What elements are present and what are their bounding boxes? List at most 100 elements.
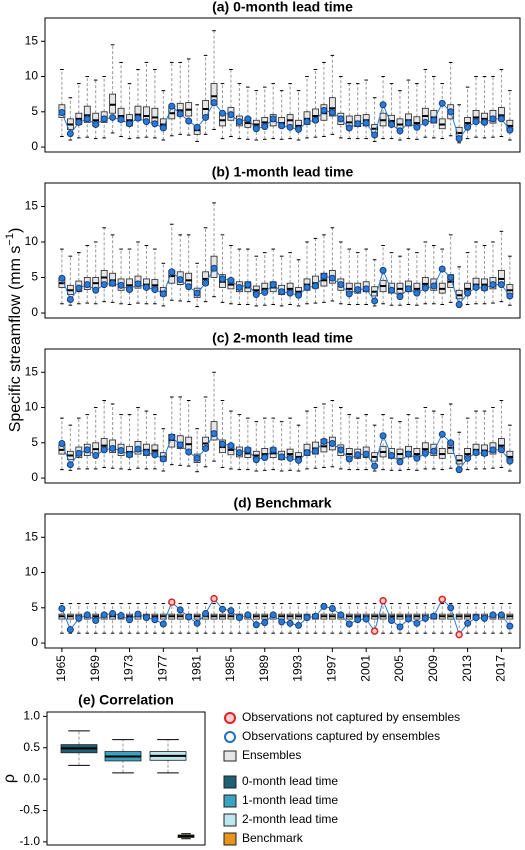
- observation: [151, 616, 159, 624]
- observation: [455, 466, 463, 474]
- observation: [320, 106, 328, 114]
- observation: [303, 449, 311, 457]
- observation: [58, 274, 66, 282]
- observation: [354, 286, 362, 294]
- y-tick-label: 10: [25, 69, 39, 83]
- observation: [388, 616, 396, 624]
- observation: [278, 122, 286, 130]
- observation: [66, 130, 74, 138]
- observation: [311, 447, 319, 455]
- observation: [362, 285, 370, 293]
- observation: [481, 118, 489, 126]
- legend-label: Observations captured by ensembles: [242, 729, 440, 743]
- y-tick-label: 0: [31, 305, 38, 319]
- observation: [142, 449, 150, 457]
- observation: [345, 455, 353, 463]
- observation: [252, 125, 260, 133]
- y-tick-label: 0: [31, 635, 38, 649]
- observation: [261, 454, 269, 462]
- x-tick-label: 1981: [189, 655, 203, 682]
- observation: [464, 619, 472, 627]
- observation: [235, 283, 243, 291]
- observation-not-captured: [438, 595, 446, 604]
- observation: [438, 430, 446, 438]
- observation: [421, 118, 429, 126]
- x-tick-label: 1969: [88, 655, 102, 682]
- observation: [337, 611, 345, 619]
- observation: [447, 604, 455, 612]
- observation: [117, 612, 125, 620]
- y-tick-label: -1.0: [19, 834, 40, 848]
- observation: [100, 115, 108, 123]
- y-tick-label: 0: [31, 470, 38, 484]
- y-tick-label: 15: [25, 364, 39, 378]
- observation: [252, 621, 260, 629]
- observation: [396, 623, 404, 631]
- observation: [404, 119, 412, 127]
- observation: [210, 99, 218, 107]
- observation: [388, 286, 396, 294]
- observation: [202, 113, 210, 121]
- observation: [337, 115, 345, 123]
- x-tick-label: 1977: [155, 655, 169, 682]
- observation: [430, 116, 438, 124]
- observation: [337, 281, 345, 289]
- observation: [362, 615, 370, 623]
- observation: [278, 288, 286, 296]
- observation: [75, 614, 83, 622]
- observation: [413, 289, 421, 297]
- observation: [337, 446, 345, 454]
- observation: [92, 616, 100, 624]
- observation: [193, 619, 201, 627]
- observation: [227, 607, 235, 615]
- legend-marker: [223, 794, 237, 808]
- observation: [75, 449, 83, 457]
- observation-not-captured: [455, 630, 463, 639]
- observation: [295, 621, 303, 629]
- legend-marker: [223, 832, 237, 846]
- legend-label: Observations not captured by ensembles: [242, 710, 460, 724]
- observation: [481, 614, 489, 622]
- observation: [379, 266, 387, 274]
- observation: [421, 449, 429, 457]
- x-tick-label: 1997: [325, 655, 339, 682]
- legend-marker: [223, 813, 237, 827]
- observation: [83, 446, 91, 454]
- observation: [295, 125, 303, 133]
- y-tick-label: 5: [31, 600, 38, 614]
- observation: [66, 461, 74, 469]
- legend-label: Ensembles: [242, 748, 301, 762]
- y-axis-label-end: ): [7, 228, 24, 233]
- observation: [92, 451, 100, 459]
- observation: [269, 281, 277, 289]
- x-tick-label: 1985: [223, 655, 237, 682]
- y-tick-label: 15: [25, 199, 39, 213]
- plot-frame: [44, 513, 521, 649]
- observation: [396, 293, 404, 301]
- observation: [176, 441, 184, 449]
- observation: [176, 276, 184, 284]
- observation: [66, 626, 74, 634]
- y-tick-label: 5: [31, 270, 38, 284]
- panel-title: (d) Benchmark: [233, 495, 331, 511]
- observation-not-captured: [210, 594, 218, 603]
- panel-title: (e) Correlation: [78, 692, 174, 708]
- y-axis-label-text: Specific streamflow (mm s: [7, 246, 24, 433]
- observation: [455, 135, 463, 143]
- observation: [218, 605, 226, 613]
- observation: [295, 291, 303, 299]
- observation: [413, 619, 421, 627]
- observation: [286, 619, 294, 627]
- observation: [362, 119, 370, 127]
- x-tick-label: 1973: [122, 655, 136, 682]
- observation: [430, 282, 438, 290]
- legend-marker: [224, 712, 236, 724]
- box: [328, 97, 336, 117]
- observation: [58, 605, 66, 613]
- observation: [489, 446, 497, 454]
- y-axis-label-sup: −1: [4, 233, 16, 246]
- box: [109, 93, 117, 114]
- observation: [489, 115, 497, 123]
- observation: [481, 449, 489, 457]
